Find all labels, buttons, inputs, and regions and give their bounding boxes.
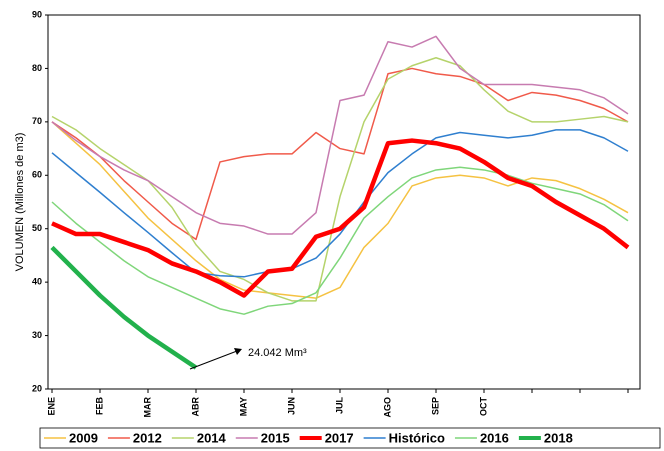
series-line bbox=[51, 166, 629, 315]
y-axis-label: VOLUMEN (Millones de m3) bbox=[14, 133, 26, 272]
x-tick-label: MAR bbox=[142, 397, 152, 418]
legend-label: 2014 bbox=[197, 430, 227, 445]
series-line bbox=[51, 121, 629, 299]
x-tick-label: JUN bbox=[286, 397, 296, 415]
series-line bbox=[51, 129, 629, 278]
x-tick-label: MAY bbox=[238, 397, 248, 416]
y-tick-label: 30 bbox=[32, 330, 42, 340]
y-tick-label: 60 bbox=[32, 170, 42, 180]
legend-label: 2009 bbox=[69, 430, 98, 445]
y-tick-label: 40 bbox=[32, 277, 42, 287]
x-tick-label: OCT bbox=[478, 397, 488, 417]
legend-label: Histórico bbox=[389, 430, 445, 445]
annotation: 24.042 Mm³ bbox=[248, 347, 307, 359]
y-tick-label: 90 bbox=[32, 9, 42, 19]
series-line bbox=[51, 35, 629, 235]
y-tick-label: 80 bbox=[32, 63, 42, 73]
series-line bbox=[51, 138, 630, 298]
legend-label: 2018 bbox=[544, 430, 573, 445]
legend-label: 2012 bbox=[133, 430, 162, 445]
series-line bbox=[51, 67, 629, 241]
arrow-head bbox=[234, 348, 242, 355]
y-tick-label: 70 bbox=[32, 116, 42, 126]
x-tick-label: AGO bbox=[382, 397, 392, 418]
x-tick-label: ABR bbox=[190, 397, 200, 417]
annotation-arrow bbox=[189, 350, 238, 370]
legend-label: 2017 bbox=[325, 430, 354, 445]
series-line bbox=[50, 245, 198, 370]
x-tick-label: SEP bbox=[430, 397, 440, 415]
plot-frame bbox=[47, 14, 641, 390]
y-tick-label: 20 bbox=[32, 383, 42, 393]
x-tick-label: JUL bbox=[334, 397, 344, 415]
legend-frame bbox=[39, 427, 661, 449]
x-tick-label: ENE bbox=[46, 397, 56, 416]
y-tick-label: 50 bbox=[32, 223, 42, 233]
x-tick-label: FEB bbox=[94, 396, 104, 415]
legend-label: 2015 bbox=[261, 430, 290, 445]
legend-label: 2016 bbox=[480, 430, 509, 445]
